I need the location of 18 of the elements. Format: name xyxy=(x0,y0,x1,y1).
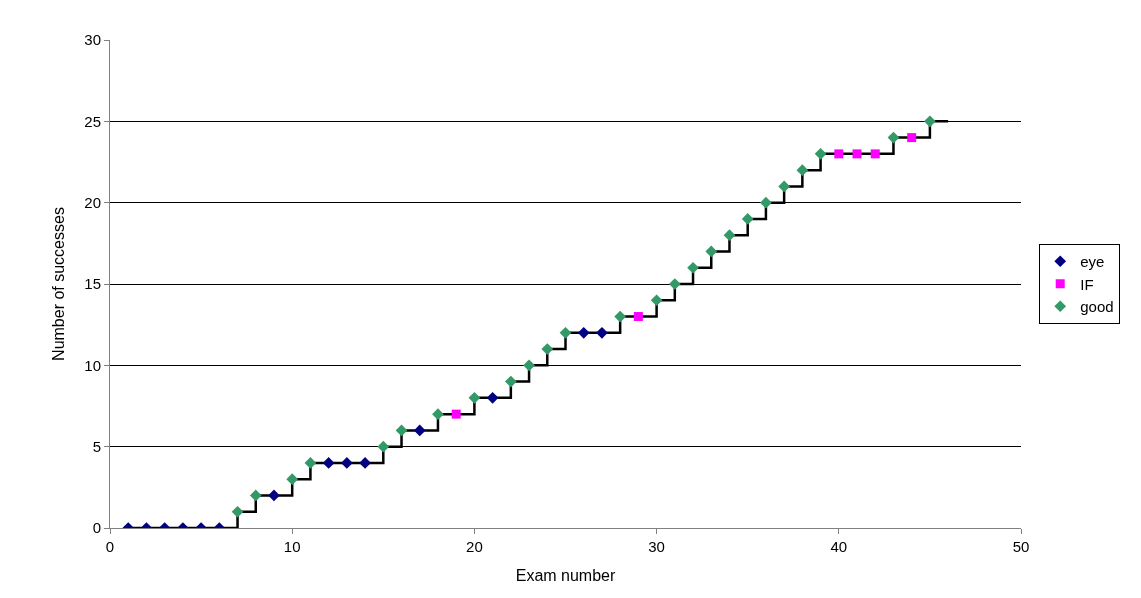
x-tick-label: 30 xyxy=(648,538,665,555)
x-tick-label: 0 xyxy=(105,538,115,555)
y-tick-label: 25 xyxy=(84,112,101,130)
y-tick-label: 15 xyxy=(84,275,101,293)
legend-label: IF xyxy=(1080,275,1094,293)
y-tick-label: 20 xyxy=(84,193,101,211)
legend-label: eye xyxy=(1080,253,1105,271)
x-tick-label: 40 xyxy=(830,538,848,555)
x-axis-title: Exam number xyxy=(515,566,616,584)
y-tick-label: 30 xyxy=(84,31,101,49)
x-tick-label: 50 xyxy=(1012,538,1030,555)
y-tick-label: 5 xyxy=(92,437,101,455)
x-tick-label: 10 xyxy=(283,538,301,555)
y-tick-label: 0 xyxy=(92,519,101,537)
y-axis-title: Number of successes xyxy=(50,207,68,361)
y-tick-label: 10 xyxy=(84,356,101,374)
x-tick-label: 20 xyxy=(466,538,483,555)
legend-label: good xyxy=(1080,298,1114,316)
